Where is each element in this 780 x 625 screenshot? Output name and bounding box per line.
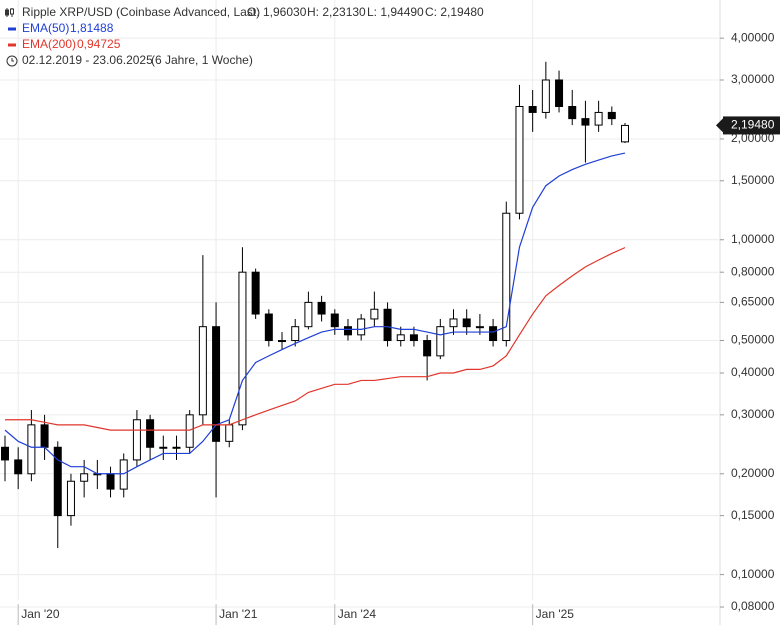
x-tick-label: Jan '25 (536, 607, 575, 621)
y-tick-label: 0,30000 (731, 407, 775, 421)
ohlc-label: H: 2,23130 (307, 5, 366, 19)
candle-body (528, 105, 537, 113)
candle-body (489, 326, 498, 342)
candle-body (449, 318, 458, 328)
candle-body (132, 419, 141, 461)
y-tick-label: 3,00000 (731, 72, 775, 86)
candle-body (594, 111, 603, 126)
candle-body (396, 334, 405, 342)
price-badge (723, 116, 780, 135)
candle-body (304, 301, 313, 328)
legend-value: 0,94725 (77, 37, 121, 51)
candle-body (357, 318, 366, 336)
candle-body (119, 459, 128, 490)
candle-body (541, 79, 550, 113)
clock-icon (6, 55, 18, 67)
candle-body (502, 212, 511, 342)
candle-body (370, 308, 379, 320)
y-tick-label: 0,10000 (731, 567, 775, 581)
candle-body (212, 326, 221, 442)
candle-body (278, 340, 287, 343)
candle-body (317, 301, 326, 315)
chart-title: Ripple XRP/USD (Coinbase Advanced, Last) (22, 5, 260, 19)
candle-body (475, 326, 484, 329)
x-tick-label: Jan '24 (338, 607, 377, 621)
clock-hands (11, 58, 14, 62)
y-tick-label: 1,00000 (731, 232, 775, 246)
candle-body (330, 313, 339, 328)
y-tick-label: 1,50000 (731, 173, 775, 187)
legend-swatch (8, 43, 16, 47)
y-tick-label: 2,00000 (731, 131, 775, 145)
ohlc-label: L: 1,94490 (367, 5, 424, 19)
candle-body (423, 340, 432, 357)
candle-body (515, 105, 524, 214)
price-badge-label: 2,19480 (731, 118, 775, 132)
candle-body (568, 105, 577, 120)
candle-body (80, 473, 89, 482)
candle-body (172, 446, 181, 449)
candle-body (238, 271, 247, 426)
candle-body (409, 334, 418, 342)
price-badge-arrow (716, 118, 723, 133)
candle-body (383, 308, 392, 342)
candle-body (251, 271, 260, 315)
y-tick-label: 0,15000 (731, 508, 775, 522)
ohlc-label: C: 2,19480 (425, 5, 484, 19)
candle-body (1, 446, 9, 461)
candle-icon (5, 8, 14, 17)
x-tick-label: Jan '20 (21, 607, 60, 621)
candle-body (581, 118, 590, 126)
candle-body (225, 424, 234, 442)
legend-label: EMA(200) (22, 37, 76, 51)
candle-body (555, 79, 564, 107)
ema-line (4, 152, 626, 475)
candle-body (40, 424, 49, 448)
y-tick-label: 0,40000 (731, 365, 775, 379)
x-tick-label: Jan '21 (219, 607, 258, 621)
legend-value: 1,81488 (70, 21, 114, 35)
candle-body (436, 326, 445, 357)
candle-body (14, 459, 23, 475)
candle-body (198, 326, 207, 416)
ema-line (5, 247, 626, 431)
y-tick-label: 4,00000 (731, 30, 775, 44)
legend-swatch (8, 27, 16, 31)
y-tick-label: 0,80000 (731, 264, 775, 278)
candle-body (159, 446, 168, 449)
candle-body (264, 313, 273, 342)
candle-body (53, 446, 62, 517)
candle-body (185, 414, 194, 448)
candle-body (146, 419, 155, 448)
candle-body (621, 124, 629, 143)
legend-label: EMA(50) (22, 21, 69, 35)
duration: (6 Jahre, 1 Woche) (151, 53, 253, 67)
candle-body (291, 326, 300, 342)
candle-body (106, 473, 115, 490)
y-tick-label: 0,20000 (731, 466, 775, 480)
candle-body (462, 318, 471, 328)
date-range: 02.12.2019 - 23.06.2025 (22, 53, 153, 67)
candle-body (607, 111, 616, 120)
grid (0, 0, 720, 608)
candle-body (343, 326, 352, 336)
ohlc-label: O: 1,96030 (247, 5, 307, 19)
y-tick-label: 0,08000 (731, 599, 775, 613)
y-tick-label: 0,50000 (731, 333, 775, 347)
candle-body (27, 424, 36, 475)
candle-body (66, 480, 75, 517)
y-tick-label: 0,65000 (731, 295, 775, 309)
